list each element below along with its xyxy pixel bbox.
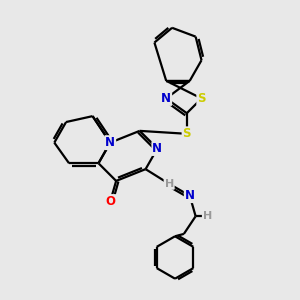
Text: N: N: [105, 136, 115, 149]
Text: N: N: [161, 92, 171, 105]
Text: S: S: [183, 127, 191, 140]
Text: S: S: [197, 92, 206, 105]
Text: H: H: [203, 211, 212, 221]
Text: N: N: [185, 189, 195, 202]
Text: N: N: [152, 142, 162, 155]
Text: H: H: [164, 179, 174, 189]
Text: O: O: [105, 195, 115, 208]
